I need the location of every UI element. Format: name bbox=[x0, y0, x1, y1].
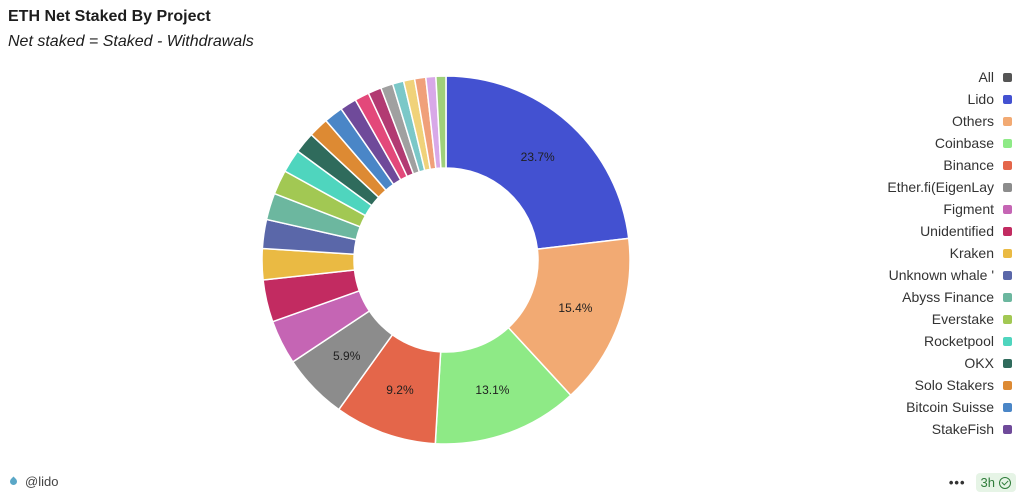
legend-swatch bbox=[1003, 380, 1012, 390]
legend-label: Unidentified bbox=[920, 223, 994, 239]
legend-item[interactable]: Everstake bbox=[812, 308, 1012, 330]
pie-slice[interactable] bbox=[445, 75, 630, 251]
legend-label: Solo Stakers bbox=[914, 377, 994, 393]
legend-swatch bbox=[1003, 292, 1012, 302]
legend-swatch bbox=[1003, 72, 1012, 82]
pie-slice[interactable] bbox=[507, 237, 631, 397]
slice-label: 13.1% bbox=[475, 383, 509, 397]
author-handle: @lido bbox=[25, 474, 59, 489]
legend-item[interactable]: Others bbox=[812, 110, 1012, 132]
legend-item[interactable]: StakeFish bbox=[812, 418, 1012, 440]
legend-label: StakeFish bbox=[931, 421, 994, 437]
legend-label: Binance bbox=[943, 157, 994, 173]
legend-item[interactable]: Kraken bbox=[812, 242, 1012, 264]
slice-label: 5.9% bbox=[333, 349, 361, 363]
refresh-time: 3h bbox=[980, 475, 995, 490]
legend-item[interactable]: Solo Stakers bbox=[812, 374, 1012, 396]
legend-label: All bbox=[978, 69, 994, 85]
donut-labels: 23.7% 15.4% 13.1% 9.2% 5.9% bbox=[333, 150, 593, 397]
legend-item[interactable]: Unidentified bbox=[812, 220, 1012, 242]
footer-author[interactable]: @lido bbox=[8, 474, 59, 489]
chart-title: ETH Net Staked By Project bbox=[8, 8, 211, 25]
legend: All Lido Others Coinbase Binance Ether.fi(Eig… bbox=[812, 66, 1012, 440]
legend-label: Rocketpool bbox=[923, 333, 994, 349]
legend-swatch bbox=[1003, 94, 1012, 104]
slice-label: 23.7% bbox=[521, 150, 555, 164]
chart-subtitle: Net staked = Staked - Withdrawals bbox=[8, 33, 254, 50]
legend-label: Lido bbox=[967, 91, 994, 107]
legend-swatch bbox=[1003, 314, 1012, 324]
legend-item[interactable]: Binance bbox=[812, 154, 1012, 176]
legend-item[interactable]: Rocketpool bbox=[812, 330, 1012, 352]
legend-label: Ether.fi(EigenLay bbox=[887, 179, 994, 195]
legend-item[interactable]: Ether.fi(EigenLay bbox=[812, 176, 1012, 198]
legend-swatch bbox=[1003, 204, 1012, 214]
legend-label: Unknown whale ' bbox=[888, 267, 994, 283]
legend-swatch bbox=[1003, 336, 1012, 346]
legend-item[interactable]: All bbox=[812, 66, 1012, 88]
slice-label: 15.4% bbox=[558, 301, 592, 315]
pie-slice[interactable] bbox=[435, 75, 447, 169]
legend-swatch bbox=[1003, 358, 1012, 368]
legend-label: Abyss Finance bbox=[902, 289, 994, 305]
legend-swatch bbox=[1003, 402, 1012, 412]
check-circle-icon bbox=[999, 476, 1011, 489]
legend-swatch bbox=[1003, 226, 1012, 236]
legend-item[interactable]: Unknown whale ' bbox=[812, 264, 1012, 286]
more-options-icon[interactable]: ••• bbox=[948, 475, 966, 490]
legend-item[interactable]: Figment bbox=[812, 198, 1012, 220]
legend-swatch bbox=[1003, 138, 1012, 148]
legend-item[interactable]: Bitcoin Suisse bbox=[812, 396, 1012, 418]
drop-icon bbox=[8, 476, 19, 487]
legend-item[interactable]: OKX bbox=[812, 352, 1012, 374]
legend-item[interactable]: Coinbase bbox=[812, 132, 1012, 154]
legend-swatch bbox=[1003, 182, 1012, 192]
legend-swatch bbox=[1003, 116, 1012, 126]
legend-label: Coinbase bbox=[934, 135, 994, 151]
legend-swatch bbox=[1003, 160, 1012, 170]
donut-slices bbox=[261, 75, 631, 445]
legend-swatch bbox=[1003, 424, 1012, 434]
legend-label: Bitcoin Suisse bbox=[906, 399, 994, 415]
legend-swatch bbox=[1003, 270, 1012, 280]
legend-item[interactable]: Lido bbox=[812, 88, 1012, 110]
legend-label: Everstake bbox=[931, 311, 994, 327]
legend-item[interactable]: Abyss Finance bbox=[812, 286, 1012, 308]
legend-label: Others bbox=[951, 113, 994, 129]
legend-label: Kraken bbox=[949, 245, 994, 261]
footer-actions: ••• 3h bbox=[949, 473, 1016, 492]
legend-label: OKX bbox=[964, 355, 994, 371]
refresh-badge[interactable]: 3h bbox=[975, 473, 1016, 492]
legend-label: Figment bbox=[943, 201, 994, 217]
slice-label: 9.2% bbox=[386, 383, 414, 397]
legend-swatch bbox=[1003, 248, 1012, 258]
